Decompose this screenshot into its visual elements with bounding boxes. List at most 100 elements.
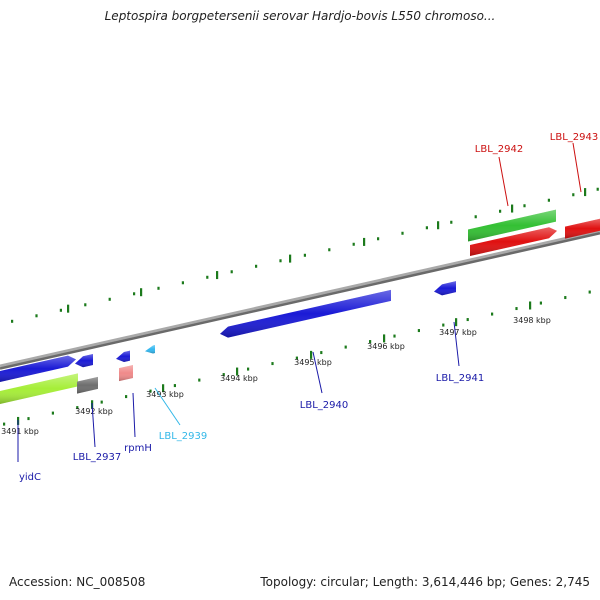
upper-major-tick <box>67 304 70 313</box>
upper-major-tick <box>584 188 587 197</box>
lower-tick-minor <box>295 356 298 360</box>
gene-LBL_2941-feature-shade <box>434 281 456 296</box>
gene-LBL_2942-feature-shade <box>470 227 557 257</box>
leader-LBL_2939 <box>154 387 181 426</box>
gene-LBL_2937-feature-shade <box>77 376 98 394</box>
gene-label-LBL_2939: LBL_2939 <box>159 431 207 442</box>
kbp-tick-label: 3495 kbp <box>294 358 332 367</box>
lower-tick-minor <box>588 290 591 294</box>
gene-label-LBL_2940: LBL_2940 <box>300 400 348 411</box>
lower-tick-minor <box>369 340 372 344</box>
upper-major-tick <box>289 254 292 263</box>
upper-tick-minor <box>572 193 575 197</box>
gene-label-yidC: yidC <box>19 472 41 483</box>
backbone-highlight <box>0 229 600 368</box>
lower-tick-minor <box>417 329 420 333</box>
kbp-tick-label: 3496 kbp <box>367 342 405 351</box>
gene-label-LBL_2942: LBL_2942 <box>475 144 523 155</box>
upper-tick-minor <box>303 253 306 257</box>
lower-tick-minor <box>564 296 567 300</box>
upper-tick-minor <box>328 248 331 252</box>
gene-LBL_2940-feature-shade <box>220 289 391 338</box>
upper-major-tick <box>437 221 440 230</box>
map-title: Leptospira borgpetersenii serovar Hardjo… <box>104 9 496 23</box>
upper-tick-minor <box>377 237 380 241</box>
kbp-tick-label: 3497 kbp <box>439 328 477 337</box>
upper-tick-minor <box>84 303 87 307</box>
genome-summary: Topology: circular; Length: 3,614,446 bp… <box>260 575 590 589</box>
lower-tick-minor <box>539 301 542 305</box>
lower-tick-minor <box>198 378 201 382</box>
lower-tick-minor <box>442 323 445 327</box>
gene-yidC-blue-feature-shade <box>0 355 76 382</box>
gene-LBL_2943-feature-shade <box>565 218 600 239</box>
upper-tick-minor <box>35 314 38 318</box>
kbp-tick-label: 3491 kbp <box>1 427 39 436</box>
upper-tick-minor <box>133 292 136 296</box>
upper-major-tick <box>363 237 366 246</box>
accession-label: Accession: NC_008508 <box>9 575 146 589</box>
kbp-major-tick <box>236 367 239 376</box>
lower-tick-minor <box>393 334 396 338</box>
leader-LBL_2942 <box>498 156 509 207</box>
upper-tick-minor <box>181 281 184 285</box>
leader-LBL_2943 <box>572 142 582 193</box>
upper-tick-minor <box>401 231 404 235</box>
lower-tick-minor <box>149 389 152 393</box>
gene-LBL_2939-feature-shade <box>145 345 155 354</box>
upper-tick-minor <box>596 187 599 191</box>
leader-rpmH <box>132 392 136 438</box>
upper-major-tick <box>511 204 514 213</box>
upper-tick-minor <box>547 198 550 202</box>
upper-tick-minor <box>352 242 355 246</box>
lower-tick-minor <box>76 406 79 410</box>
leader-LBL_2941 <box>453 321 460 367</box>
upper-tick-minor <box>255 264 258 268</box>
lower-tick-minor <box>27 417 30 421</box>
kbp-major-tick <box>310 350 313 359</box>
lower-tick-minor <box>515 307 518 311</box>
upper-tick-minor <box>474 215 477 219</box>
upper-tick-minor <box>450 220 453 224</box>
backbone <box>0 231 600 370</box>
gene-label-rpmH: rpmH <box>124 443 152 454</box>
upper-tick-minor <box>499 209 502 213</box>
upper-tick-minor <box>11 319 14 323</box>
lower-tick-minor <box>247 367 250 371</box>
lower-tick-minor <box>271 362 274 366</box>
gene-label-LBL_2937: LBL_2937 <box>73 452 121 463</box>
kbp-tick-label: 3493 kbp <box>146 390 184 399</box>
kbp-major-tick <box>529 301 532 310</box>
upper-major-tick <box>216 271 219 280</box>
kbp-major-tick <box>383 334 386 343</box>
lower-tick-minor <box>466 318 469 322</box>
lower-tick-minor <box>173 384 176 388</box>
gene-label-LBL_2943: LBL_2943 <box>550 132 598 143</box>
gene-LBL_2937-blue-feature-shade <box>75 354 93 368</box>
upper-major-tick <box>140 288 143 297</box>
upper-tick-minor <box>425 226 428 230</box>
gene-LBL_2942-green-feature-shade <box>468 209 556 242</box>
lower-tick-minor <box>51 411 54 415</box>
kbp-major-tick <box>162 384 165 393</box>
gene-yidC-feature-shade <box>0 373 78 404</box>
gene-rpmH-feature-shade <box>119 365 133 382</box>
gene-rpmH-blue-feature-shade <box>116 350 130 363</box>
upper-tick-minor <box>157 286 160 290</box>
lower-tick-minor <box>222 373 225 377</box>
gene-label-LBL_2941: LBL_2941 <box>436 373 484 384</box>
upper-tick-minor <box>59 308 62 312</box>
kbp-tick-label: 3498 kbp <box>513 316 551 325</box>
lower-tick-minor <box>491 312 494 316</box>
upper-tick-minor <box>230 270 233 274</box>
kbp-tick-label: 3494 kbp <box>220 374 258 383</box>
upper-tick-minor <box>108 297 111 301</box>
lower-tick-minor <box>3 422 6 426</box>
upper-tick-minor <box>206 275 209 279</box>
lower-tick-minor <box>125 395 128 399</box>
lower-tick-minor <box>344 345 347 349</box>
leader-LBL_2937 <box>91 402 96 448</box>
lower-tick-minor <box>100 400 103 404</box>
lower-tick-minor <box>320 351 323 355</box>
